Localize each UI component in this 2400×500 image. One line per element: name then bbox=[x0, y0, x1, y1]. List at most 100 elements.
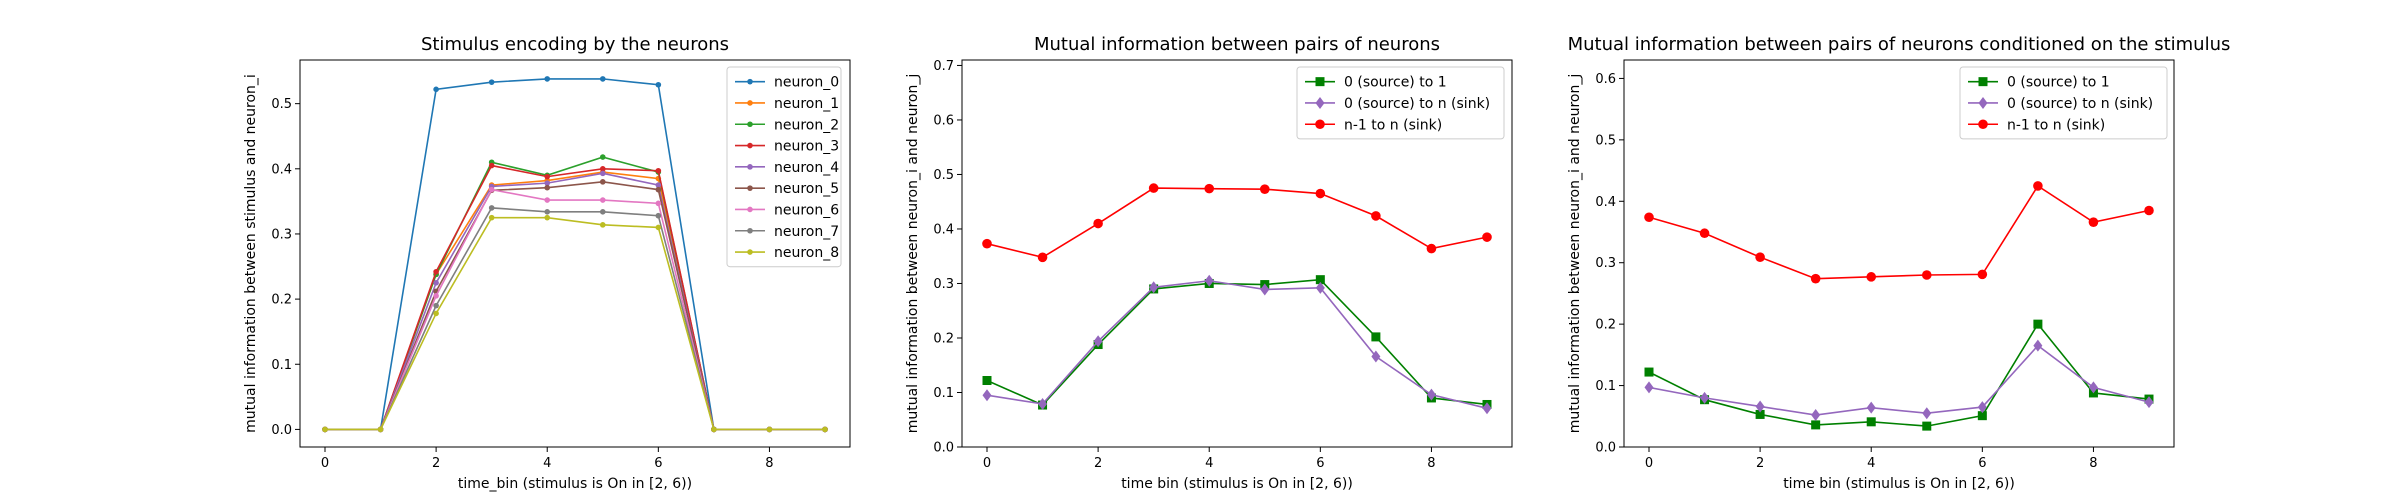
legend-box bbox=[1296, 66, 1505, 140]
data-point bbox=[1315, 281, 1325, 294]
legend-marker bbox=[1978, 77, 1988, 87]
data-point bbox=[599, 154, 606, 160]
y-tick-label: 0.4 bbox=[271, 162, 292, 177]
chart-0: Stimulus encoding by the neurons 0 2 4 6 8 0.0… bbox=[243, 34, 851, 492]
data-point bbox=[544, 180, 551, 186]
legend-marker bbox=[747, 78, 753, 85]
y-tick-label: 0.2 bbox=[933, 331, 954, 346]
x-tick-label: 4 bbox=[543, 456, 551, 471]
y-tick-label: 0.1 bbox=[271, 358, 292, 373]
data-point bbox=[1149, 281, 1159, 294]
y-tick-label: 0.3 bbox=[271, 227, 292, 242]
data-point bbox=[2088, 381, 2098, 394]
y-axis-label: mutual information between stimulus and … bbox=[243, 74, 259, 433]
y-tick-label: 0.4 bbox=[1595, 195, 1616, 210]
data-point bbox=[488, 205, 495, 211]
data-point bbox=[1922, 421, 1932, 431]
legend-marker bbox=[747, 142, 753, 149]
data-point bbox=[1755, 409, 1765, 419]
data-point bbox=[1371, 350, 1381, 363]
data-point bbox=[2088, 217, 2099, 227]
series-line bbox=[986, 187, 1488, 259]
data-point bbox=[1866, 401, 1876, 414]
data-point bbox=[655, 167, 662, 174]
series-line bbox=[1648, 184, 2150, 280]
data-point bbox=[1204, 183, 1215, 194]
data-point bbox=[322, 426, 328, 433]
legend-marker bbox=[1978, 96, 1988, 109]
data-point bbox=[1093, 335, 1103, 348]
data-point bbox=[1810, 273, 1821, 284]
legend-marker bbox=[747, 249, 753, 255]
legend-label: neuron_4 bbox=[774, 160, 839, 176]
data-point bbox=[544, 184, 551, 191]
data-point bbox=[599, 166, 606, 172]
legend-label: neuron_5 bbox=[774, 181, 839, 197]
data-point bbox=[1371, 211, 1381, 221]
y-tick-label: 0.1 bbox=[933, 386, 954, 401]
x-axis-label: time bin (stimulus is On in [2, 6)) bbox=[1121, 476, 1353, 492]
y-tick-label: 0.5 bbox=[933, 168, 954, 183]
y-tick-label: 0.1 bbox=[1595, 379, 1616, 394]
chart-title: Mutual information between pairs of neur… bbox=[1568, 34, 2231, 55]
y-axis-label: mutual information between neuron_i and … bbox=[1567, 74, 1583, 434]
series-line bbox=[1648, 344, 2150, 416]
y-tick-label: 0.0 bbox=[271, 423, 292, 438]
data-point bbox=[1977, 411, 1987, 421]
x-tick-label: 8 bbox=[765, 456, 773, 471]
data-point bbox=[488, 186, 495, 193]
x-tick-label: 2 bbox=[1094, 456, 1102, 471]
y-tick-label: 0.5 bbox=[271, 97, 292, 112]
legend-label: neuron_3 bbox=[774, 139, 839, 155]
data-point bbox=[1811, 420, 1821, 430]
series-line bbox=[986, 279, 1488, 410]
legend-label: neuron_0 bbox=[774, 75, 839, 91]
y-tick-label: 0.0 bbox=[1595, 441, 1616, 456]
x-tick-label: 4 bbox=[1867, 456, 1875, 471]
series-line bbox=[325, 216, 825, 431]
legend: 0 (source) to 1 0 (source) to n (sink) n-1… bbox=[1296, 66, 1505, 140]
x-tick-label: 6 bbox=[1316, 456, 1324, 471]
data-point bbox=[544, 214, 551, 221]
data-point bbox=[1866, 417, 1876, 427]
chart-2: Mutual information between pairs of neur… bbox=[1567, 34, 2230, 492]
data-point bbox=[982, 376, 992, 386]
legend-label: neuron_1 bbox=[774, 96, 839, 112]
data-point bbox=[1700, 391, 1710, 404]
data-point bbox=[599, 170, 606, 177]
legend: neuron_0 neuron_1 neuron_2 neuron_3 neuron_4… bbox=[726, 66, 842, 268]
data-point bbox=[2033, 319, 2043, 329]
x-tick-label: 2 bbox=[432, 456, 440, 471]
y-axis-label: mutual information between neuron_i and … bbox=[905, 74, 921, 434]
x-tick-label: 6 bbox=[1978, 456, 1986, 471]
data-point bbox=[433, 310, 439, 317]
legend-label: neuron_7 bbox=[774, 224, 839, 240]
data-point bbox=[655, 81, 662, 88]
data-point bbox=[544, 173, 551, 180]
legend-box bbox=[726, 66, 842, 268]
data-point bbox=[2033, 339, 2043, 352]
data-point bbox=[655, 182, 662, 188]
data-point bbox=[1644, 367, 1654, 377]
data-point bbox=[1866, 272, 1877, 282]
x-tick-label: 4 bbox=[1205, 456, 1213, 471]
legend-marker bbox=[1315, 119, 1325, 130]
data-point bbox=[599, 222, 606, 228]
x-tick-label: 0 bbox=[321, 456, 329, 471]
series-8 bbox=[322, 214, 828, 433]
data-point bbox=[433, 86, 439, 93]
x-axis-label: time_bin (stimulus is On in [2, 6)) bbox=[458, 476, 692, 492]
data-point bbox=[655, 200, 662, 207]
data-point bbox=[599, 76, 606, 82]
y-tick-label: 0.6 bbox=[933, 113, 954, 128]
data-point bbox=[655, 212, 662, 219]
y-tick-label: 0.7 bbox=[933, 59, 954, 74]
data-point bbox=[1037, 252, 1048, 263]
data-point bbox=[488, 214, 495, 221]
x-tick-label: 0 bbox=[1645, 456, 1653, 471]
x-axis-label: time bin (stimulus is On in [2, 6)) bbox=[1783, 476, 2015, 492]
legend-marker bbox=[747, 185, 753, 191]
axes-frame bbox=[299, 59, 851, 448]
legend-label: neuron_8 bbox=[774, 245, 839, 261]
